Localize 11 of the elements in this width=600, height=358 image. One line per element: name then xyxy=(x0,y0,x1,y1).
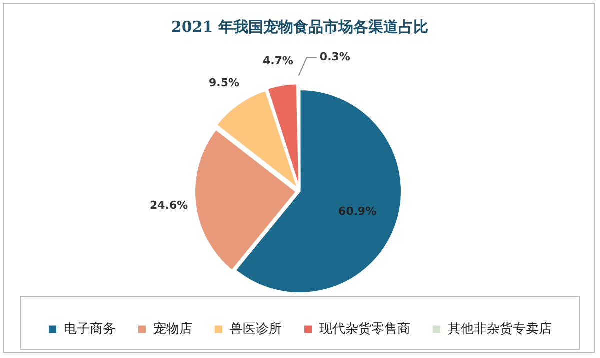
legend-label: 兽医诊所 xyxy=(230,322,282,337)
legend-label: 电子商务 xyxy=(64,322,116,337)
data-label: 0.3% xyxy=(320,50,350,64)
data-label: 4.7% xyxy=(262,54,294,68)
legend-label: 宠物店 xyxy=(153,320,192,337)
data-label: 60.9% xyxy=(338,204,377,218)
data-label: 24.6% xyxy=(150,199,188,212)
data-label: 9.5% xyxy=(208,76,240,90)
legend-label: 其他非杂货专卖店 xyxy=(448,320,552,337)
chart-title: 2021 年我国宠物食品市场各渠道占比 xyxy=(170,18,430,37)
legend-label: 现代杂货零售商 xyxy=(319,322,410,337)
